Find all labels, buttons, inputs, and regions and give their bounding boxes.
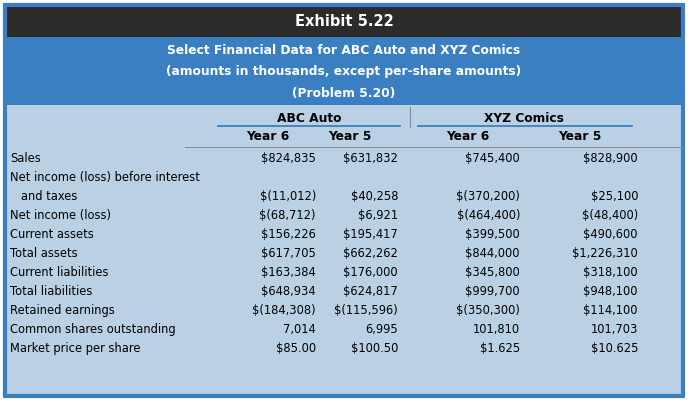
Text: Select Financial Data for ABC Auto and XYZ Comics: Select Financial Data for ABC Auto and X… (167, 45, 521, 57)
Text: $100.50: $100.50 (351, 342, 398, 355)
Text: $(11,012): $(11,012) (259, 190, 316, 203)
Text: $318,100: $318,100 (583, 266, 638, 279)
FancyBboxPatch shape (5, 105, 683, 396)
Text: Year 5: Year 5 (559, 130, 602, 144)
Text: Common shares outstanding: Common shares outstanding (10, 323, 175, 336)
Text: $745,400: $745,400 (465, 152, 520, 165)
Text: $(68,712): $(68,712) (259, 209, 316, 222)
Text: $114,100: $114,100 (583, 304, 638, 317)
Text: $1,226,310: $1,226,310 (572, 247, 638, 260)
Text: $163,384: $163,384 (261, 266, 316, 279)
Text: Sales: Sales (10, 152, 41, 165)
Text: $176,000: $176,000 (343, 266, 398, 279)
Text: $25,100: $25,100 (590, 190, 638, 203)
Text: Year 6: Year 6 (447, 130, 490, 144)
Text: Year 5: Year 5 (328, 130, 372, 144)
Text: $1.625: $1.625 (480, 342, 520, 355)
Text: and taxes: and taxes (10, 190, 77, 203)
Text: $(464,400): $(464,400) (457, 209, 520, 222)
Text: $156,226: $156,226 (261, 228, 316, 241)
Text: $(115,596): $(115,596) (334, 304, 398, 317)
Text: $(350,300): $(350,300) (456, 304, 520, 317)
Text: $399,500: $399,500 (465, 228, 520, 241)
Text: 101,703: 101,703 (590, 323, 638, 336)
Text: $948,100: $948,100 (583, 285, 638, 298)
Text: XYZ Comics: XYZ Comics (484, 113, 564, 126)
Text: $999,700: $999,700 (465, 285, 520, 298)
Text: Year 6: Year 6 (246, 130, 290, 144)
Text: $824,835: $824,835 (261, 152, 316, 165)
Text: 7,014: 7,014 (283, 323, 316, 336)
Text: $648,934: $648,934 (261, 285, 316, 298)
Text: $(184,308): $(184,308) (252, 304, 316, 317)
FancyBboxPatch shape (5, 5, 683, 396)
Text: $10.625: $10.625 (590, 342, 638, 355)
Text: $(370,200): $(370,200) (456, 190, 520, 203)
Text: Exhibit 5.22: Exhibit 5.22 (294, 14, 394, 28)
Text: $(48,400): $(48,400) (582, 209, 638, 222)
FancyBboxPatch shape (5, 5, 683, 37)
Text: $490,600: $490,600 (583, 228, 638, 241)
Text: $345,800: $345,800 (465, 266, 520, 279)
Text: $624,817: $624,817 (343, 285, 398, 298)
Text: Net income (loss): Net income (loss) (10, 209, 111, 222)
FancyBboxPatch shape (5, 37, 683, 105)
Text: Retained earnings: Retained earnings (10, 304, 115, 317)
Text: Current liabilities: Current liabilities (10, 266, 109, 279)
Text: ABC Auto: ABC Auto (277, 113, 341, 126)
Text: Net income (loss) before interest: Net income (loss) before interest (10, 171, 200, 184)
Text: 6,995: 6,995 (365, 323, 398, 336)
Text: Market price per share: Market price per share (10, 342, 140, 355)
Text: Total assets: Total assets (10, 247, 78, 260)
Text: $617,705: $617,705 (261, 247, 316, 260)
Text: 101,810: 101,810 (473, 323, 520, 336)
Text: $6,921: $6,921 (358, 209, 398, 222)
Text: (Problem 5.20): (Problem 5.20) (292, 87, 396, 99)
Text: $40,258: $40,258 (350, 190, 398, 203)
Text: $195,417: $195,417 (343, 228, 398, 241)
Text: (amounts in thousands, except per-share amounts): (amounts in thousands, except per-share … (166, 65, 522, 79)
Text: $631,832: $631,832 (343, 152, 398, 165)
Text: $844,000: $844,000 (466, 247, 520, 260)
Text: Total liabilities: Total liabilities (10, 285, 92, 298)
Text: $85.00: $85.00 (276, 342, 316, 355)
Text: $662,262: $662,262 (343, 247, 398, 260)
Text: $828,900: $828,900 (583, 152, 638, 165)
Text: Current assets: Current assets (10, 228, 94, 241)
